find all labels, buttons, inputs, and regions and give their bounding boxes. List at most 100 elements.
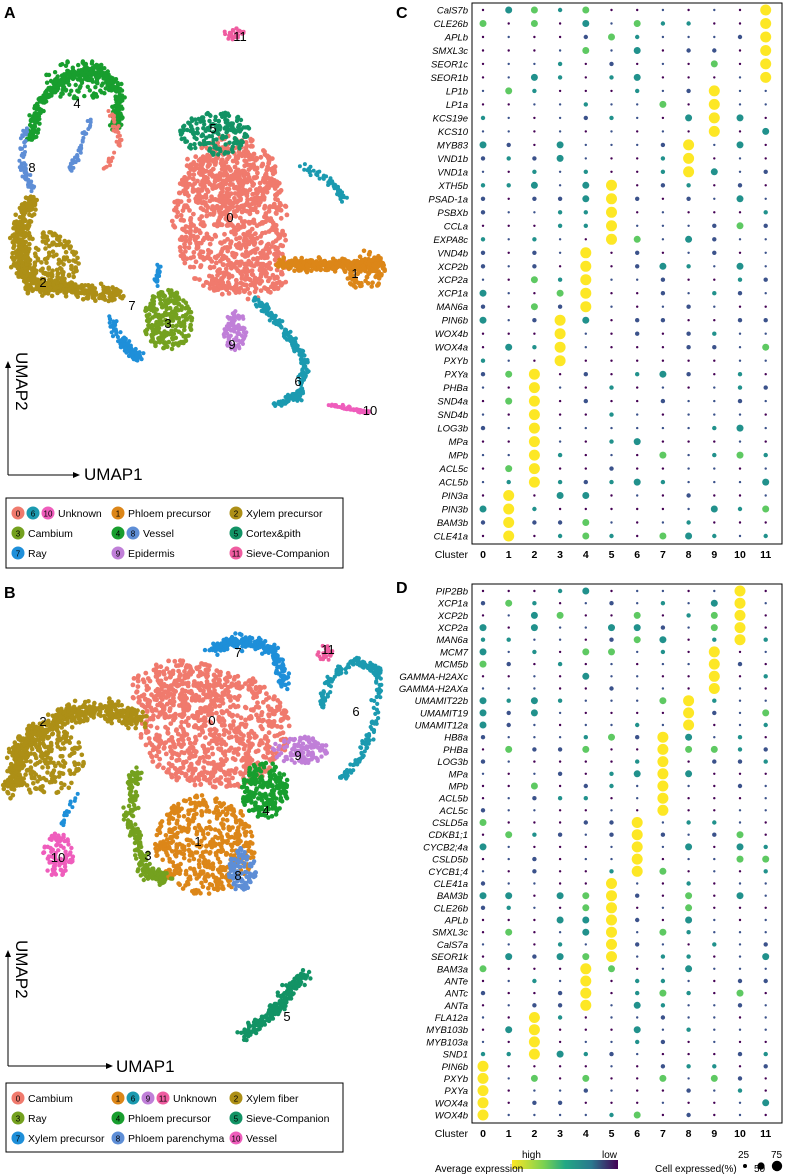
expression-dot: [636, 130, 639, 133]
expression-dot: [687, 979, 690, 983]
expression-dot: [686, 1027, 691, 1032]
expression-dot: [610, 760, 613, 763]
expression-dot: [481, 332, 485, 335]
size-75-dot: [771, 1160, 783, 1172]
expression-dot: [687, 943, 690, 946]
expression-dot: [760, 45, 772, 56]
expression-dot: [481, 857, 485, 861]
gene-label: MYB83: [437, 140, 469, 151]
expression-dot: [687, 413, 690, 416]
expression-dot: [763, 385, 768, 390]
expression-dot: [708, 85, 720, 97]
expression-dot: [480, 808, 486, 813]
expression-dot: [636, 62, 639, 66]
expression-dot: [582, 316, 590, 324]
expression-dot: [737, 747, 743, 752]
expression-dot: [533, 662, 536, 666]
expression-dot: [481, 943, 485, 946]
gene-label: UMAMIT19: [420, 708, 469, 719]
expression-dot: [737, 735, 743, 740]
expression-dot: [736, 892, 744, 900]
gene-label: XCP2b: [437, 262, 468, 273]
expression-dot: [584, 882, 587, 885]
expression-dot: [633, 636, 641, 644]
expression-dot: [683, 166, 695, 178]
expression-dot: [479, 965, 487, 973]
cell-cluster-stripe: [67, 117, 93, 173]
expression-dot: [687, 870, 690, 873]
expression-dot: [480, 637, 486, 642]
expression-dot: [480, 156, 486, 161]
expression-dot: [636, 675, 639, 678]
expression-dot: [481, 931, 485, 934]
expression-dot: [713, 440, 716, 443]
legend-item: 2 Xylem precursor: [229, 506, 323, 520]
expression-dot: [635, 990, 640, 996]
legend-item: 9 Epidermis: [111, 546, 175, 560]
expression-dot: [532, 869, 537, 874]
expression-dot: [635, 735, 640, 740]
expression-dot: [708, 683, 720, 694]
expression-dot: [687, 1052, 690, 1056]
expression-dot: [713, 979, 716, 983]
cluster-label: 0: [208, 713, 215, 728]
expression-dot: [713, 319, 716, 322]
expression-dot: [558, 1113, 562, 1117]
expression-dot: [712, 1064, 717, 1069]
expression-dot: [507, 103, 510, 106]
expression-dot: [660, 318, 666, 323]
expression-dot: [633, 73, 641, 81]
expression-dot: [507, 967, 510, 970]
expression-dot: [532, 345, 537, 350]
expression-dot: [584, 723, 587, 727]
umap-panel-b: B 0 1 2 3 4 5 6 7 8 9 10 11 UMAP1 UMAP2 0 Cambium 1 6 9…: [0, 585, 384, 1153]
expression-dot: [764, 413, 767, 416]
cell-cluster-blob: [345, 248, 388, 290]
expression-dot: [686, 990, 691, 996]
expression-dot: [507, 332, 510, 335]
expression-dot: [764, 931, 767, 934]
expression-dot: [583, 820, 588, 825]
expression-dot: [738, 130, 742, 133]
expression-dot: [661, 589, 665, 593]
expression-dot: [554, 341, 566, 353]
expression-dot: [762, 855, 770, 863]
expression-dot: [738, 76, 742, 79]
expression-dot: [661, 346, 665, 349]
expression-dot: [582, 928, 590, 936]
expression-dot: [507, 22, 510, 25]
expression-dot: [636, 797, 639, 800]
expression-dot: [506, 698, 511, 703]
expression-dot: [558, 413, 562, 416]
expression-dot: [609, 771, 614, 776]
expression-dot: [687, 650, 690, 654]
expression-dot: [533, 882, 536, 885]
expression-dot: [479, 316, 487, 324]
gene-label: PIN3b: [442, 505, 468, 516]
panel-letter-d: D: [396, 580, 408, 597]
expression-dot: [583, 1088, 588, 1093]
expression-dot: [657, 768, 669, 780]
expression-dot: [610, 797, 613, 800]
expression-dot: [610, 89, 613, 93]
expression-dot: [738, 346, 742, 349]
expression-dot: [583, 372, 588, 377]
expression-dot: [686, 954, 691, 959]
expression-dot: [734, 622, 746, 634]
legend-item: 8 Phloem parenchyma: [111, 1131, 224, 1145]
expression-dot: [556, 1050, 564, 1058]
cluster-label: 11: [321, 642, 335, 657]
expression-dot: [530, 611, 538, 619]
expression-dot: [661, 116, 665, 120]
expression-dot: [636, 967, 639, 970]
cluster-tick: 9: [711, 1128, 717, 1140]
expression-dot: [738, 1028, 742, 1031]
gene-label: CLE41a: [434, 532, 468, 543]
expression-dot: [584, 772, 587, 775]
expression-dot: [737, 1088, 743, 1093]
expression-dot: [713, 8, 716, 12]
expression-dot: [582, 904, 590, 912]
expression-dot: [505, 87, 513, 95]
expression-dot: [481, 687, 485, 690]
expression-dot: [481, 979, 485, 983]
